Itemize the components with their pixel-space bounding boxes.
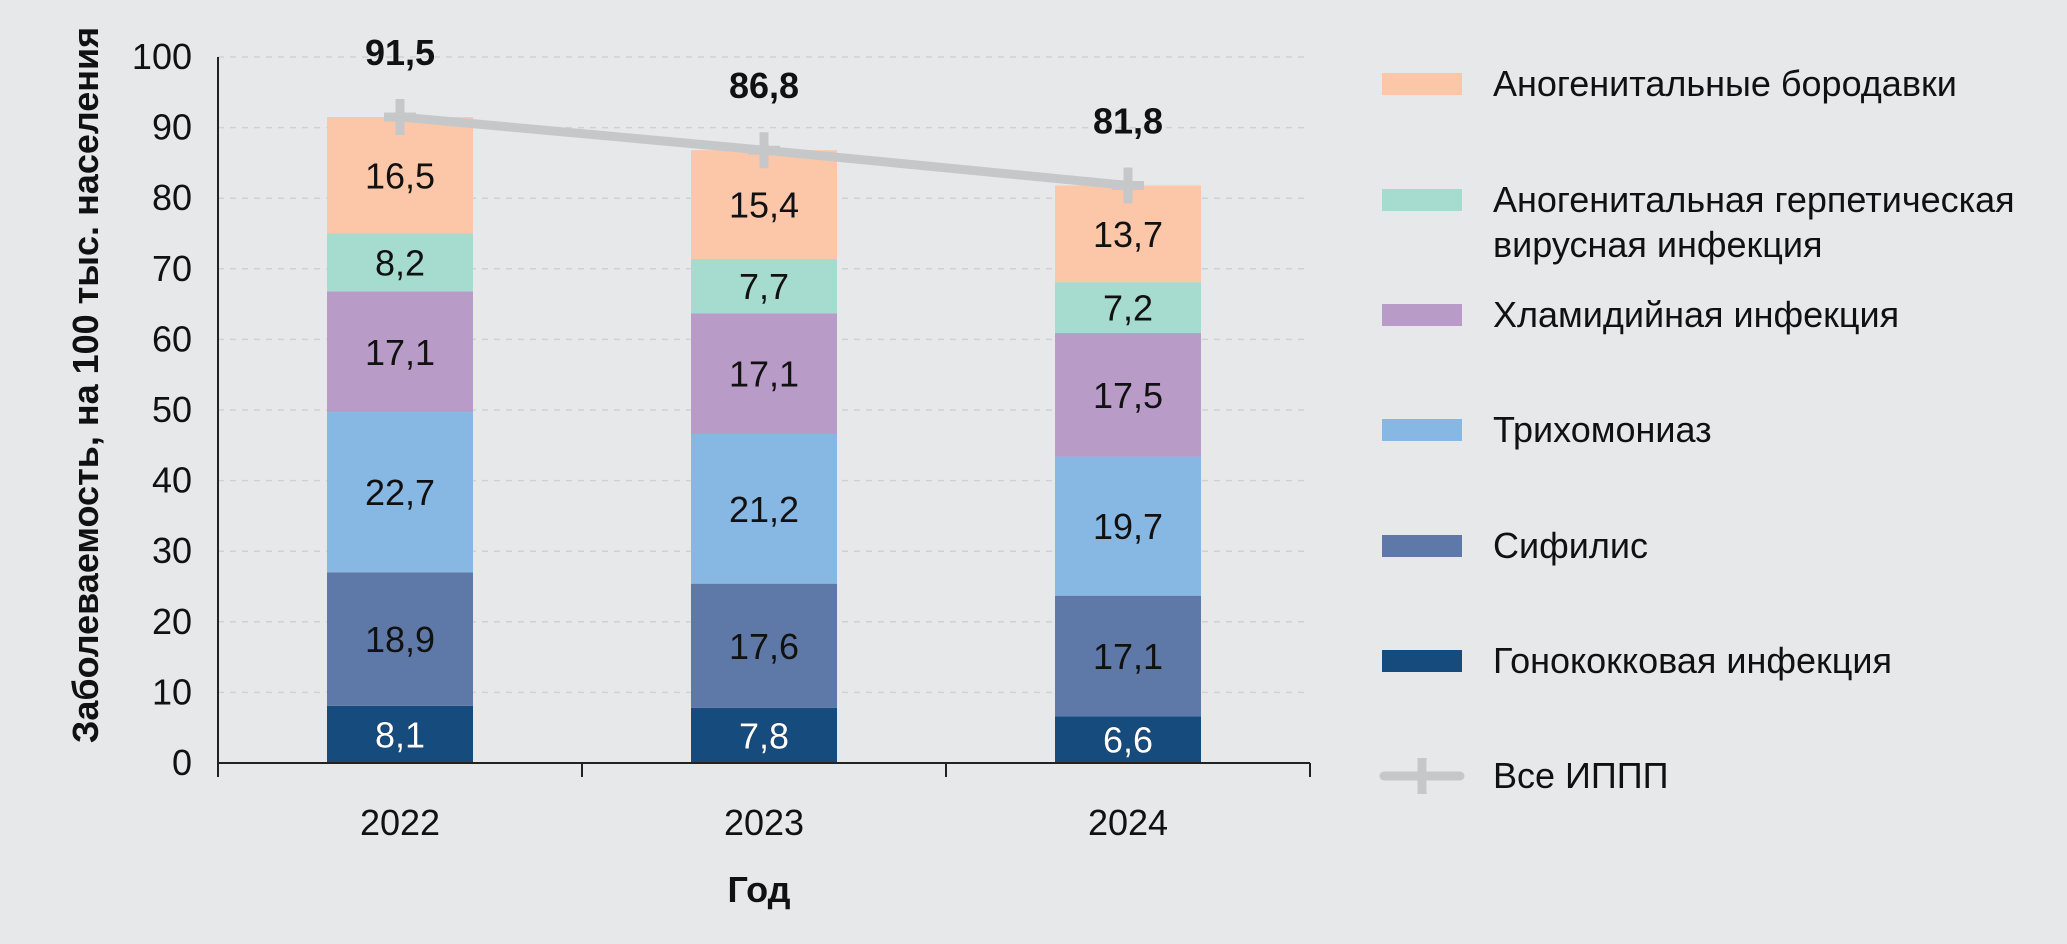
total-marker [1112, 167, 1144, 204]
legend-label: Трихомониаз [1493, 409, 1712, 450]
axes: 0 10 20 30 40 50 60 70 80 90 100 2022 2023 2024 [132, 36, 1311, 843]
y-tick-label: 70 [152, 248, 192, 289]
y-tick-label: 80 [152, 177, 192, 218]
bar-segment [327, 572, 473, 706]
bar-segment [327, 233, 473, 292]
legend-label: Аногенитальные бородавки [1493, 63, 1957, 104]
data-label: 7,7 [739, 266, 789, 307]
legend-swatch [1382, 73, 1462, 95]
bar-segment [1055, 595, 1201, 717]
legend-swatch [1382, 419, 1462, 441]
x-tick-label: 2022 [360, 802, 440, 843]
y-tick-label: 20 [152, 601, 192, 642]
data-label: 13,7 [1093, 214, 1163, 255]
x-tick-label: 2024 [1088, 802, 1168, 843]
y-tick-label: 50 [152, 389, 192, 430]
data-label: 17,1 [729, 354, 799, 395]
y-axis-title: Заболеваемость, на 100 тыс. населения [65, 27, 106, 743]
data-label: 21,2 [729, 489, 799, 530]
total-marker [748, 132, 780, 169]
legend-label: Гонококковая инфекция [1493, 640, 1892, 681]
bar-segment [1055, 716, 1201, 763]
y-tick-label: 60 [152, 318, 192, 359]
total-label: 81,8 [1093, 100, 1163, 141]
data-label: 17,5 [1093, 375, 1163, 416]
data-label: 8,2 [375, 242, 425, 283]
bar-segment [691, 583, 837, 708]
data-label: 19,7 [1093, 506, 1163, 547]
legend-label: Все ИППП [1493, 755, 1669, 796]
total-label: 91,5 [365, 32, 435, 73]
data-label: 18,9 [365, 619, 435, 660]
data-label: 17,6 [729, 626, 799, 667]
y-tick-label: 40 [152, 460, 192, 501]
data-label: 7,2 [1103, 288, 1153, 329]
legend-swatch [1382, 535, 1462, 557]
y-tick-label: 0 [172, 742, 192, 783]
y-tick-label: 30 [152, 530, 192, 571]
bar-segment [1055, 333, 1201, 457]
bar-segment [691, 258, 837, 314]
y-tick-label: 10 [152, 671, 192, 712]
bars [327, 117, 1201, 763]
x-axis-title: Год [728, 869, 791, 910]
legend-swatch [1382, 650, 1462, 672]
data-label: 16,5 [365, 155, 435, 196]
legend-label: вирусная инфекция [1493, 224, 1822, 265]
legend: Аногенитальные бородавки Аногенитальная г… [1379, 63, 2015, 796]
bar-segment [1055, 456, 1201, 596]
bar-segment [327, 705, 473, 763]
x-tick-label: 2023 [724, 802, 804, 843]
data-label: 22,7 [365, 472, 435, 513]
total-line [384, 99, 1144, 204]
bar-segment [327, 117, 473, 234]
total-label: 86,8 [729, 65, 799, 106]
bar-segment [691, 313, 837, 435]
data-label: 17,1 [365, 332, 435, 373]
data-label: 17,1 [1093, 636, 1163, 677]
legend-swatch [1382, 189, 1462, 211]
legend-label: Хламидийная инфекция [1493, 294, 1899, 335]
data-labels: 8,1 18,9 22,7 17,1 8,2 16,5 7,8 17,6 21,2 17,1 7,7… [365, 32, 1163, 761]
bar-segment [1055, 282, 1201, 334]
y-tick-label: 100 [132, 36, 192, 77]
data-label: 7,8 [739, 715, 789, 756]
bar-segment [327, 291, 473, 413]
y-tick-label: 90 [152, 107, 192, 148]
total-marker [384, 99, 416, 136]
legend-label: Аногенитальная герпетическая [1493, 179, 2015, 220]
bar-segment [327, 412, 473, 573]
data-label: 6,6 [1103, 720, 1153, 761]
data-label: 15,4 [729, 185, 799, 226]
data-label: 8,1 [375, 714, 425, 755]
bar-segment [691, 707, 837, 763]
bar-segment [691, 150, 837, 259]
legend-label: Сифилис [1493, 525, 1648, 566]
legend-swatch [1382, 304, 1462, 326]
bar-segment [691, 434, 837, 584]
